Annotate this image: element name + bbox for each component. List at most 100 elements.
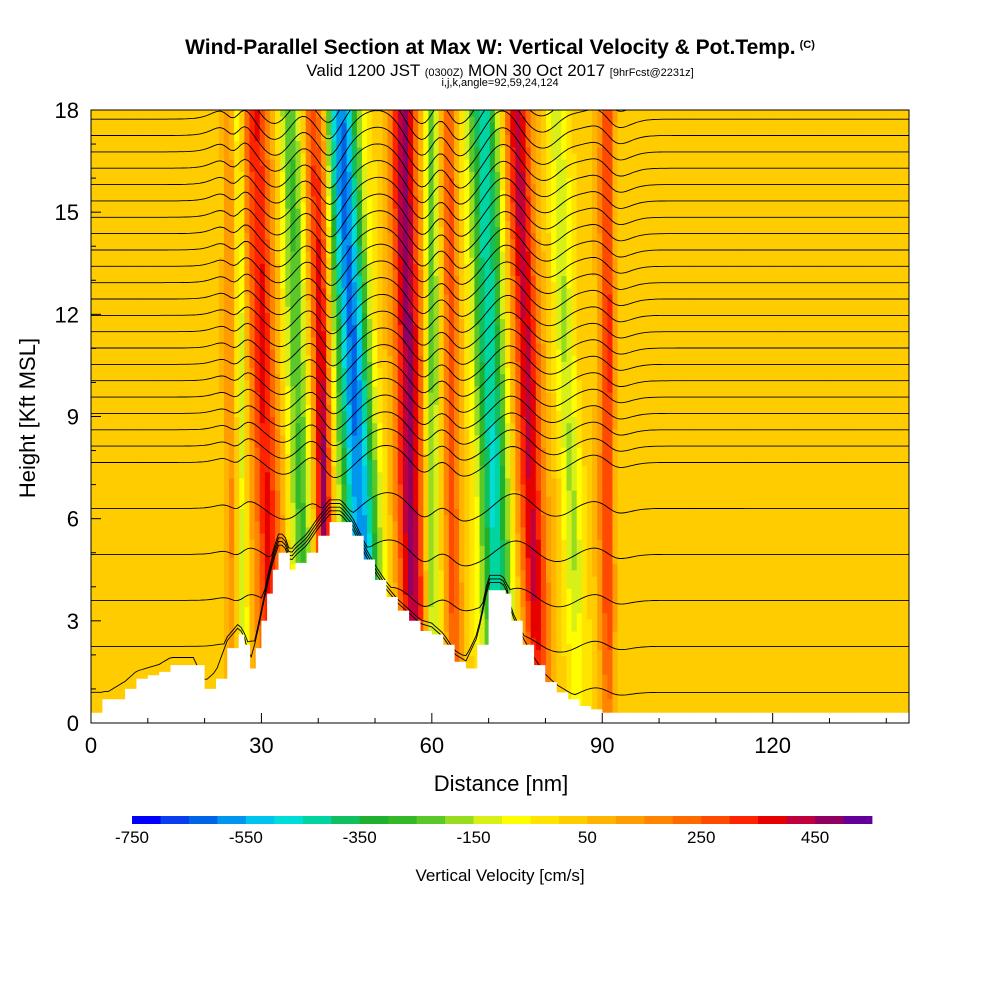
velocity-cell — [244, 557, 251, 565]
velocity-cell — [684, 606, 690, 614]
velocity-cell — [423, 539, 430, 546]
velocity-cell — [816, 575, 823, 583]
velocity-cell — [903, 532, 909, 540]
velocity-cell — [505, 545, 511, 552]
velocity-cell — [719, 575, 726, 583]
velocity-cell — [704, 637, 711, 644]
velocity-cell — [500, 539, 506, 546]
velocity-cell — [535, 643, 542, 651]
velocity-cell — [740, 563, 746, 571]
velocity-cell — [571, 643, 578, 651]
velocity-cell — [101, 661, 107, 669]
velocity-cell — [765, 539, 772, 546]
velocity-cell — [745, 704, 752, 712]
velocity-cell — [714, 673, 721, 681]
velocity-cell — [239, 532, 245, 540]
velocity-cell — [612, 631, 619, 638]
velocity-cell — [724, 563, 731, 571]
velocity-cell — [653, 563, 660, 571]
velocity-cell — [770, 655, 777, 663]
velocity-cell — [658, 557, 665, 565]
velocity-cell — [632, 680, 639, 687]
velocity-cell — [443, 606, 450, 614]
velocity-cell — [730, 588, 736, 595]
velocity-cell — [632, 582, 639, 589]
velocity-cell — [223, 563, 230, 571]
velocity-cell — [254, 569, 261, 577]
velocity-cell — [469, 575, 476, 583]
velocity-cell — [684, 673, 690, 681]
velocity-cell — [689, 624, 695, 632]
velocity-cell — [372, 557, 378, 565]
velocity-cell — [663, 692, 670, 700]
velocity-cell — [535, 557, 542, 565]
velocity-cell — [183, 606, 189, 614]
velocity-cell — [397, 575, 404, 583]
velocity-cell — [827, 692, 833, 700]
velocity-cell — [540, 569, 547, 577]
velocity-cell — [622, 557, 629, 565]
velocity-cell — [699, 612, 706, 620]
velocity-cell — [459, 545, 465, 552]
velocity-cell — [602, 618, 608, 626]
velocity-cell — [392, 569, 399, 577]
velocity-cell — [862, 637, 869, 644]
velocity-cell — [586, 600, 593, 608]
velocity-cell — [755, 637, 762, 644]
velocity-cell — [147, 637, 153, 644]
velocity-cell — [730, 661, 736, 669]
velocity-cell — [719, 649, 726, 657]
velocity-cell — [638, 667, 644, 675]
velocity-cell — [648, 624, 654, 632]
velocity-cell — [612, 557, 619, 565]
velocity-cell — [259, 588, 266, 595]
velocity-cell — [678, 600, 685, 608]
velocity-cell — [586, 594, 593, 601]
velocity-cell — [735, 680, 741, 687]
velocity-cell — [576, 624, 583, 632]
velocity-cell — [382, 551, 389, 559]
velocity-cell — [832, 637, 839, 644]
velocity-cell — [832, 692, 839, 700]
velocity-cell — [597, 532, 603, 540]
velocity-cell — [632, 624, 639, 632]
velocity-cell — [479, 582, 486, 589]
velocity-cell — [91, 594, 97, 601]
velocity-cell — [822, 667, 828, 675]
velocity-cell — [709, 545, 716, 552]
velocity-cell — [862, 680, 869, 687]
velocity-cell — [750, 569, 757, 577]
velocity-cell — [755, 612, 762, 620]
velocity-cell — [643, 588, 649, 595]
velocity-cell — [198, 655, 205, 663]
velocity-cell — [106, 532, 113, 540]
velocity-cell — [822, 557, 828, 565]
velocity-cell — [878, 612, 885, 620]
velocity-cell — [816, 673, 823, 681]
velocity-cell — [428, 618, 435, 626]
velocity-cell — [811, 692, 818, 700]
velocity-cell — [101, 673, 107, 681]
velocity-cell — [510, 563, 516, 571]
velocity-cell — [459, 569, 465, 577]
velocity-cell — [193, 649, 199, 657]
velocity-cell — [837, 667, 844, 675]
velocity-cell — [602, 612, 608, 620]
velocity-cell — [811, 588, 818, 595]
velocity-cell — [719, 569, 726, 577]
velocity-cell — [888, 612, 895, 620]
velocity-cell — [786, 680, 793, 687]
velocity-cell — [116, 600, 123, 608]
velocity-cell — [673, 563, 680, 571]
velocity-cell — [264, 557, 271, 565]
velocity-cell — [878, 624, 885, 632]
velocity-cell — [704, 612, 711, 620]
velocity-cell — [561, 649, 568, 657]
velocity-cell — [811, 649, 818, 657]
velocity-cell — [622, 618, 629, 626]
velocity-cell — [898, 557, 905, 565]
velocity-cell — [801, 649, 808, 657]
velocity-cell — [407, 551, 414, 559]
velocity-cell — [428, 539, 435, 546]
velocity-cell — [218, 637, 225, 644]
